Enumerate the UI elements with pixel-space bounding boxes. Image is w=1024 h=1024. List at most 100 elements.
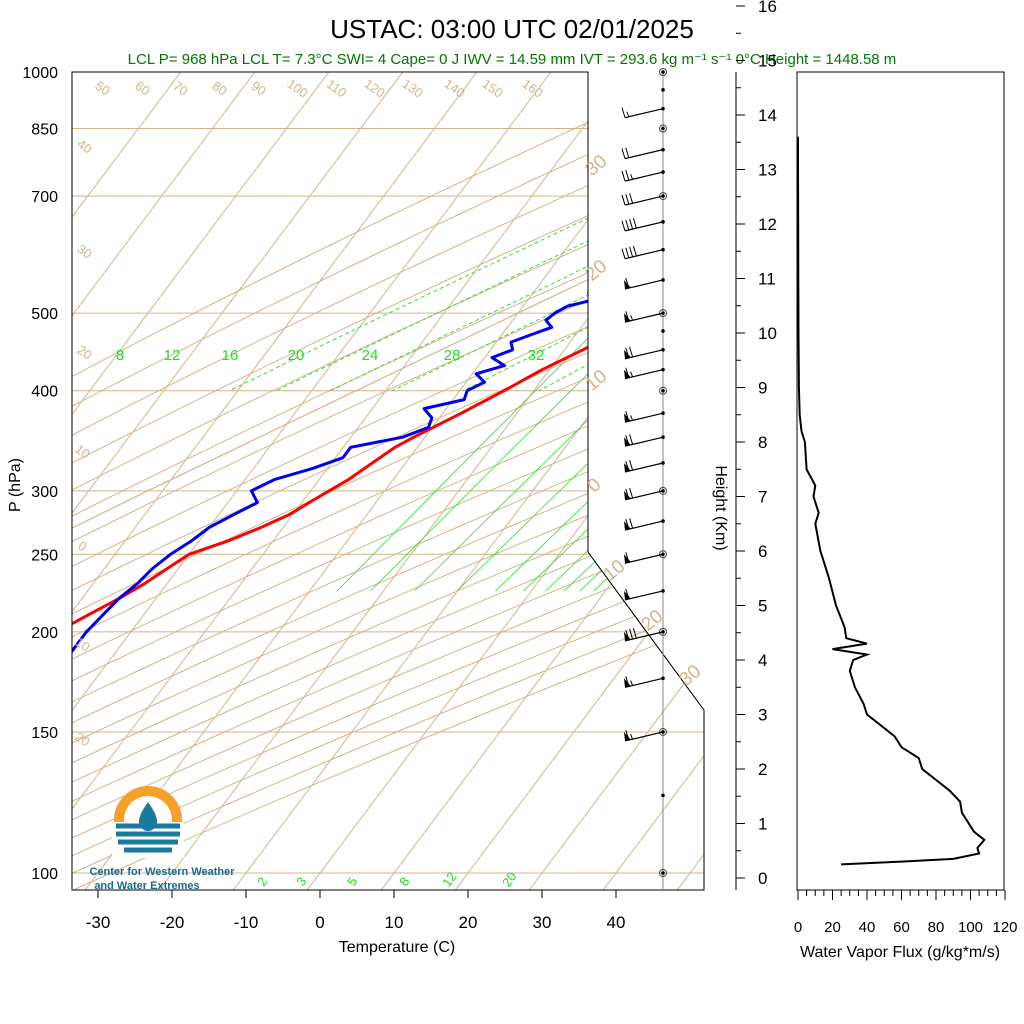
wind-barb (624, 518, 664, 531)
isotherm-line (72, 72, 490, 890)
wind-barb-shaft (624, 631, 664, 642)
mixing-ratio-line (545, 72, 704, 592)
wind-barb-shaft (624, 553, 664, 564)
dry-adiabat-line (72, 72, 704, 890)
wind-barb (624, 277, 664, 290)
moist-adiabat-line (613, 72, 704, 392)
height-tick-label: 2 (758, 760, 767, 779)
isotherm-line (72, 72, 564, 890)
wind-barb-full (625, 629, 630, 641)
wind-barb-full (625, 194, 630, 205)
y-axis-label: P (hPa) (7, 458, 24, 512)
barb-level-dot (661, 793, 665, 798)
x-tick-label: 40 (607, 913, 626, 932)
moist-adiabat-line (329, 72, 704, 392)
wind-barb-full (621, 170, 626, 182)
wind-barb (621, 147, 664, 160)
isotherm-line (366, 72, 704, 890)
dry-adiabat-line (72, 72, 704, 890)
wind-barb-full (629, 628, 634, 640)
y-tick-label: 400 (31, 384, 58, 401)
moist-adiabat-line (276, 72, 704, 392)
parcel-profile-line (72, 72, 704, 841)
wind-barb-half (630, 174, 634, 180)
wind-barb-shaft (624, 312, 664, 323)
theta-label: 20 (72, 729, 92, 750)
barb-level-circle (659, 486, 667, 495)
wind-barb-shaft (624, 490, 664, 501)
theta-label: 70 (170, 78, 190, 99)
mixing-label: 20 (288, 347, 305, 364)
height-tick-label: 10 (758, 324, 777, 343)
height-axis-label: Height (Km) (712, 465, 729, 550)
dry-adiabat-line (72, 72, 704, 890)
barb-level-circle (659, 627, 667, 636)
flux-x-axis-label: Water Vapor Flux (g/kg*m/s) (800, 944, 1000, 961)
flux-x-tick-label: 60 (893, 919, 910, 936)
isotherm-line (72, 72, 194, 890)
isotherm-line (72, 72, 416, 890)
height-tick-label: 0 (758, 869, 767, 888)
flux-x-tick-label: 20 (824, 919, 841, 936)
wind-barb-full (621, 220, 626, 232)
height-tick-label: 5 (758, 597, 767, 616)
mixing-label: 8 (396, 874, 412, 889)
barb-level-circle (659, 727, 667, 736)
height-tick-label: 12 (758, 215, 777, 234)
mixing-label: 12 (164, 347, 181, 364)
wind-barb-full (625, 247, 630, 258)
wind-barb-full (625, 729, 630, 741)
mixing-label: 24 (362, 347, 379, 364)
wind-barb-full (629, 246, 634, 258)
wind-barb-shaft (624, 195, 664, 206)
wind-barb-half (630, 733, 634, 740)
dry-adiabat-line (72, 72, 704, 890)
wind-barb-full (625, 170, 630, 181)
barb-level-dot (661, 871, 665, 875)
flux-profile-line (797, 136, 986, 866)
height-tick-label: 9 (758, 379, 767, 398)
temperature-profile-line (72, 72, 704, 734)
moist-adiabat-line (538, 72, 704, 392)
wind-barb-shaft (624, 221, 664, 232)
barb-level-dot (661, 126, 665, 131)
wind-barb-shaft (624, 349, 664, 360)
isotherm-line (72, 72, 342, 890)
barb-level-dot (661, 388, 665, 393)
isotherm-line (72, 72, 268, 890)
wind-barb-shaft (624, 590, 664, 601)
barb-level-dot (661, 88, 665, 92)
flux-x-tick-label: 40 (859, 919, 876, 936)
x-tick-label: -10 (234, 913, 259, 932)
dry-adiabat-line (72, 72, 704, 890)
dry-adiabat-line (72, 72, 704, 890)
mixing-label: 20 (499, 869, 520, 889)
flux-profile (797, 136, 986, 866)
y-tick-label: 500 (31, 306, 58, 323)
theta-label: 20 (74, 342, 94, 363)
height-tick-label: 6 (758, 542, 767, 561)
theta-label: 110 (324, 76, 350, 100)
height-tick-label: 1 (758, 815, 767, 834)
y-tick-label: 100 (31, 866, 58, 883)
theta-label: 10 (72, 441, 92, 462)
mixing-label: 16 (222, 347, 239, 364)
wind-barb-shaft (624, 520, 664, 531)
wind-barb (621, 107, 664, 119)
wind-barb-full (625, 488, 630, 500)
theta-label: 100 (284, 76, 310, 101)
wind-barb-shaft (624, 108, 664, 119)
wind-barb-full (625, 219, 630, 231)
wind-barb-full (625, 277, 630, 289)
mixing-ratio-line (563, 72, 704, 592)
wind-barb-full (629, 193, 634, 204)
mixing-label: 8 (116, 347, 124, 364)
wind-barb-full (625, 147, 630, 158)
dry-adiabat-line (72, 72, 704, 890)
isotherm-line (440, 72, 704, 890)
x-tick-label: 10 (385, 913, 404, 932)
height-tick-label: 11 (758, 270, 776, 289)
x-axis-label: Temperature (C) (339, 939, 455, 956)
y-tick-label: 1000 (22, 65, 58, 82)
cw3e-logo: Center for Western Weather and Water Ext… (89, 786, 235, 892)
